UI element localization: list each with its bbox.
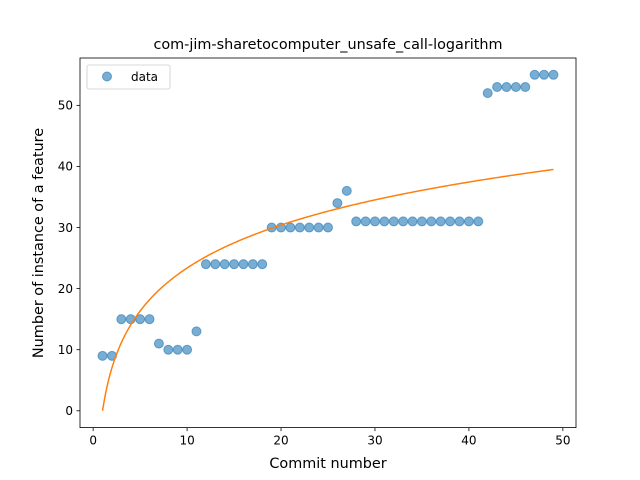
data-point [520,82,531,93]
chart-title: com-jim-sharetocomputer_unsafe_call-loga… [153,37,502,53]
data-point [492,82,503,93]
y-tick-label: 10 [58,343,73,357]
data-point [539,69,550,80]
y-tick-label: 40 [58,160,73,174]
x-axis: 0 10 20 30 40 50 [89,427,570,448]
data-point [257,259,268,270]
data-point [210,259,221,270]
data-point [510,82,521,93]
data-point [473,216,484,227]
data-point [379,216,390,227]
y-tick-label: 20 [58,282,73,296]
data-point [445,216,456,227]
plot-area [97,69,559,411]
data-point [416,216,427,227]
y-axis-label: Number of instance of a feature [31,128,47,358]
y-axis: 0 10 20 30 40 50 [58,99,80,418]
fit-line [101,168,554,411]
y-tick-label: 50 [58,99,73,113]
x-tick-label: 30 [367,434,382,448]
x-tick-label: 10 [179,434,194,448]
data-point [285,222,296,233]
data-point [454,216,465,227]
x-tick-label: 20 [273,434,288,448]
legend: data [86,64,171,90]
data-point [463,216,474,227]
data-point [360,216,371,227]
data-point [172,344,183,355]
data-point [182,344,193,355]
data-point [482,88,493,99]
data-point [332,198,343,209]
data-point [97,350,108,361]
data-point [313,222,324,233]
y-tick-label: 30 [58,221,73,235]
data-point [501,82,512,93]
x-tick-label: 50 [555,434,570,448]
data-point [219,259,230,270]
data-point [369,216,380,227]
data-point [529,69,540,80]
data-point [407,216,418,227]
data-point [153,338,164,349]
data-point [341,185,352,196]
data-point [229,259,240,270]
data-point [388,216,399,227]
data-point [144,314,155,325]
x-axis-label: Commit number [269,456,386,472]
x-tick-label: 40 [461,434,476,448]
y-tick-label: 0 [65,404,73,418]
legend-label: data [131,70,158,84]
data-point [191,326,202,337]
x-tick-label: 0 [89,434,97,448]
data-point [116,314,127,325]
legend-marker [102,71,112,82]
data-point [323,222,333,233]
data-point [398,216,409,227]
data-point [351,216,362,227]
axes-frame [79,57,577,429]
data-point [163,344,174,355]
legend-box [86,64,171,90]
data-point [200,259,211,270]
data-point [238,259,249,270]
data-point [426,216,437,227]
data-point [435,216,446,227]
data-point [247,259,258,270]
data-point [548,69,559,80]
data-point [294,222,305,233]
data-point [304,222,315,233]
